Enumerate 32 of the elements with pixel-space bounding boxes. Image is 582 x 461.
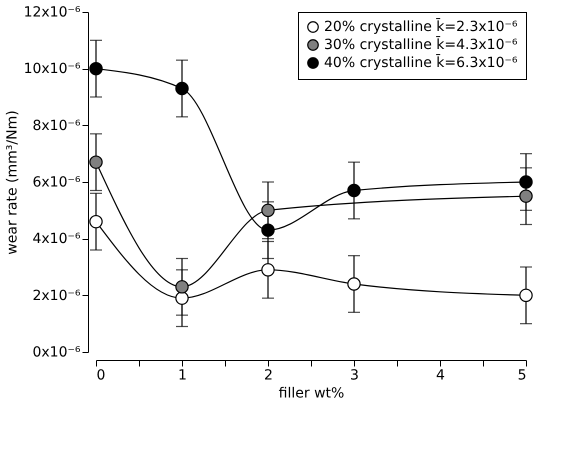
x-tick-label: 4: [436, 368, 446, 384]
x-tick-label: 3: [350, 368, 359, 384]
legend-label: 30% crystalline k̄=4.3x10⁻⁶: [324, 35, 518, 53]
legend-label: 20% crystalline k̄=2.3x10⁻⁶: [324, 17, 518, 35]
y-tick-label: 12x10⁻⁶: [24, 4, 81, 20]
point: [261, 263, 275, 277]
point: [519, 175, 533, 189]
x-tick-label: 2: [264, 368, 273, 384]
point: [261, 223, 275, 237]
y-tick-label: 0x10⁻⁶: [32, 344, 81, 360]
x-axis-title: filler wt%: [278, 386, 344, 402]
point: [175, 280, 189, 294]
y-tick-label: 2x10⁻⁶: [32, 288, 81, 304]
point: [175, 82, 189, 96]
point: [347, 277, 361, 291]
point: [89, 62, 103, 76]
y-axis-title: wear rate (mm³/Nm): [4, 110, 21, 255]
legend-label: 40% crystalline k̄=6.3x10⁻⁶: [324, 53, 518, 71]
y-tick-label: 8x10⁻⁶: [32, 118, 81, 134]
point: [89, 155, 103, 169]
point: [89, 214, 103, 228]
point: [347, 184, 361, 198]
y-tick-label: 4x10⁻⁶: [32, 231, 81, 248]
y-tick-label: 6x10⁻⁶: [32, 174, 81, 190]
point: [175, 291, 189, 305]
y-tick-label: 10x10⁻⁶: [24, 61, 81, 78]
x-tick-label: 1: [178, 368, 187, 384]
x-tick-label: 0: [96, 368, 106, 384]
point: [519, 189, 533, 203]
point: [261, 204, 275, 218]
x-tick-label: 5: [518, 368, 526, 384]
point: [519, 288, 533, 302]
